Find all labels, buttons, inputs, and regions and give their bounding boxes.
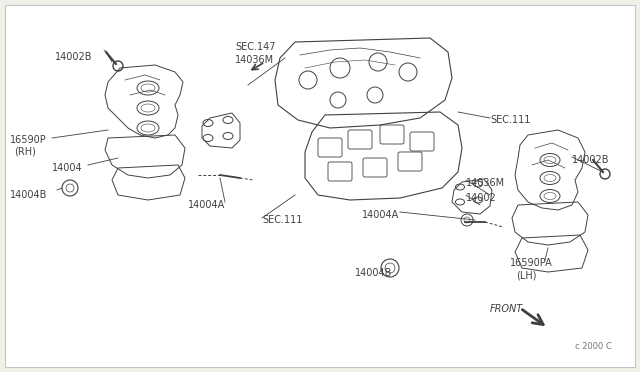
Text: 16590PA: 16590PA: [510, 258, 553, 268]
Text: 14004A: 14004A: [188, 200, 225, 210]
Text: 14036M: 14036M: [235, 55, 274, 65]
Text: FRONT: FRONT: [490, 304, 524, 314]
Text: 14002B: 14002B: [55, 52, 93, 62]
Text: c 2000 C: c 2000 C: [575, 342, 612, 351]
Text: 14004A: 14004A: [362, 210, 399, 220]
Text: SEC.111: SEC.111: [262, 215, 302, 225]
Text: 16590P: 16590P: [10, 135, 47, 145]
Text: 14002B: 14002B: [572, 155, 609, 165]
Text: (RH): (RH): [14, 147, 36, 157]
Text: (LH): (LH): [516, 270, 536, 280]
Text: 14004: 14004: [52, 163, 83, 173]
Text: 14036M: 14036M: [466, 178, 505, 188]
Text: 14002: 14002: [466, 193, 497, 203]
Text: 14004B: 14004B: [10, 190, 47, 200]
Text: SEC.111: SEC.111: [490, 115, 531, 125]
Text: 14004B: 14004B: [355, 268, 392, 278]
Text: SEC.147: SEC.147: [235, 42, 275, 52]
